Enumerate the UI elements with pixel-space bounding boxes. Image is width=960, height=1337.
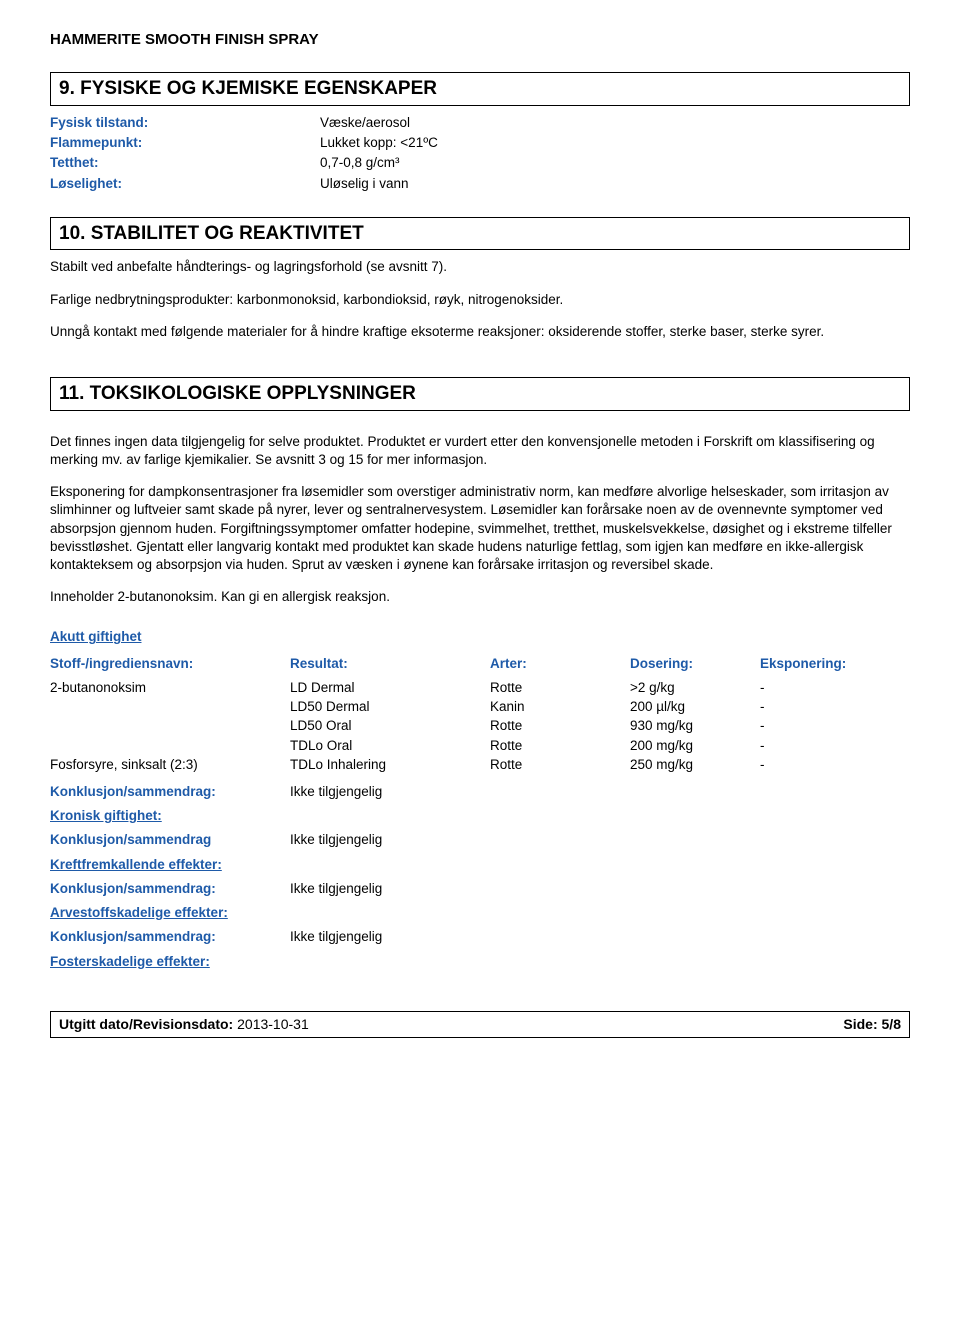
cell-dose: 200 µl/kg: [630, 698, 760, 716]
cell-result: LD50 Oral: [290, 717, 490, 735]
cell-exposure: -: [760, 698, 910, 716]
col-header-species: Arter:: [490, 655, 630, 673]
cell-name: 2-butanonoksim: [50, 679, 290, 697]
summary-row: Konklusjon/sammendrag:Ikke tilgjengelig: [50, 880, 910, 898]
cell-name: Fosforsyre, sinksalt (2:3): [50, 756, 290, 774]
cell-exposure: -: [760, 679, 910, 697]
section-10-heading: 10. STABILITET OG REAKTIVITET: [59, 221, 901, 247]
acute-toxicity-heading: Akutt giftighet: [50, 628, 910, 646]
summary-label: Konklusjon/sammendrag:: [50, 783, 290, 801]
summary-row: Kreftfremkallende effekter:: [50, 856, 910, 874]
cell-species: Rotte: [490, 679, 630, 697]
table-row: Fosforsyre, sinksalt (2:3)TDLo Inhalerin…: [50, 756, 910, 774]
kv-row: Flammepunkt: Lukket kopp: <21ºC: [50, 134, 910, 152]
cell-species: Kanin: [490, 698, 630, 716]
cell-result: TDLo Inhalering: [290, 756, 490, 774]
kv-value: Væske/aerosol: [320, 114, 410, 132]
cell-exposure: -: [760, 717, 910, 735]
toxicity-table-header: Stoff-/ingrediensnavn: Resultat: Arter: …: [50, 655, 910, 673]
kv-value: Uløselig i vann: [320, 175, 409, 193]
cell-name: [50, 717, 290, 735]
section-9-body: Fysisk tilstand: Væske/aerosol Flammepun…: [50, 114, 910, 193]
footer-date-label: Utgitt dato/Revisionsdato:: [59, 1016, 233, 1032]
summary-value: Ikke tilgjengelig: [290, 831, 382, 849]
cell-result: LD50 Dermal: [290, 698, 490, 716]
col-header-exposure: Eksponering:: [760, 655, 910, 673]
section-10-p1: Stabilt ved anbefalte håndterings- og la…: [50, 258, 910, 276]
cell-exposure: -: [760, 756, 910, 774]
summary-row: Kronisk giftighet:: [50, 807, 910, 825]
section-10-p2: Farlige nedbrytningsprodukter: karbonmon…: [50, 291, 910, 309]
summary-value: Ikke tilgjengelig: [290, 783, 382, 801]
summary-label: Konklusjon/sammendrag: [50, 831, 290, 849]
summary-label: Kronisk giftighet:: [50, 807, 290, 825]
toxicity-summaries: Konklusjon/sammendrag:Ikke tilgjengeligK…: [50, 783, 910, 971]
kv-label: Fysisk tilstand:: [50, 114, 320, 132]
kv-label: Løselighet:: [50, 175, 320, 193]
kv-label: Flammepunkt:: [50, 134, 320, 152]
cell-dose: 930 mg/kg: [630, 717, 760, 735]
kv-row: Fysisk tilstand: Væske/aerosol: [50, 114, 910, 132]
summary-value: Ikke tilgjengelig: [290, 880, 382, 898]
col-header-dose: Dosering:: [630, 655, 760, 673]
col-header-result: Resultat:: [290, 655, 490, 673]
toxicity-table-body: 2-butanonoksimLD DermalRotte>2 g/kg-LD50…: [50, 679, 910, 774]
summary-row: Arvestoffskadelige effekter:: [50, 904, 910, 922]
table-row: LD50 DermalKanin200 µl/kg-: [50, 698, 910, 716]
cell-species: Rotte: [490, 737, 630, 755]
cell-exposure: -: [760, 737, 910, 755]
section-11-p2: Eksponering for dampkonsentrasjoner fra …: [50, 483, 910, 574]
summary-label: Konklusjon/sammendrag:: [50, 880, 290, 898]
kv-label: Tetthet:: [50, 154, 320, 172]
kv-value: 0,7-0,8 g/cm³: [320, 154, 400, 172]
cell-name: [50, 698, 290, 716]
footer-left: Utgitt dato/Revisionsdato: 2013-10-31: [59, 1015, 309, 1034]
col-header-name: Stoff-/ingrediensnavn:: [50, 655, 290, 673]
section-11-heading: 11. TOKSIKOLOGISKE OPPLYSNINGER: [59, 381, 901, 407]
footer-page: Side: 5/8: [843, 1015, 901, 1034]
section-9-heading: 9. FYSISKE OG KJEMISKE EGENSKAPER: [59, 76, 901, 102]
section-11-p3: Inneholder 2-butanonoksim. Kan gi en all…: [50, 588, 910, 606]
summary-label: Arvestoffskadelige effekter:: [50, 904, 290, 922]
section-9-header: 9. FYSISKE OG KJEMISKE EGENSKAPER: [50, 72, 910, 106]
summary-label: Fosterskadelige effekter:: [50, 953, 290, 971]
section-10-header: 10. STABILITET OG REAKTIVITET: [50, 217, 910, 251]
footer-bar: Utgitt dato/Revisionsdato: 2013-10-31 Si…: [50, 1011, 910, 1038]
summary-row: Konklusjon/sammendragIkke tilgjengelig: [50, 831, 910, 849]
cell-result: TDLo Oral: [290, 737, 490, 755]
section-11-header: 11. TOKSIKOLOGISKE OPPLYSNINGER: [50, 377, 910, 411]
cell-species: Rotte: [490, 756, 630, 774]
cell-dose: >2 g/kg: [630, 679, 760, 697]
summary-row: Fosterskadelige effekter:: [50, 953, 910, 971]
table-row: TDLo OralRotte200 mg/kg-: [50, 737, 910, 755]
summary-row: Konklusjon/sammendrag:Ikke tilgjengelig: [50, 783, 910, 801]
cell-dose: 200 mg/kg: [630, 737, 760, 755]
table-row: 2-butanonoksimLD DermalRotte>2 g/kg-: [50, 679, 910, 697]
kv-row: Løselighet: Uløselig i vann: [50, 175, 910, 193]
cell-dose: 250 mg/kg: [630, 756, 760, 774]
kv-value: Lukket kopp: <21ºC: [320, 134, 438, 152]
cell-name: [50, 737, 290, 755]
summary-row: Konklusjon/sammendrag:Ikke tilgjengelig: [50, 928, 910, 946]
table-row: LD50 OralRotte930 mg/kg-: [50, 717, 910, 735]
product-title: HAMMERITE SMOOTH FINISH SPRAY: [50, 30, 910, 50]
summary-value: Ikke tilgjengelig: [290, 928, 382, 946]
section-11-p1: Det finnes ingen data tilgjengelig for s…: [50, 433, 910, 469]
section-10-p3: Unngå kontakt med følgende materialer fo…: [50, 323, 910, 341]
summary-label: Kreftfremkallende effekter:: [50, 856, 290, 874]
cell-species: Rotte: [490, 717, 630, 735]
summary-label: Konklusjon/sammendrag:: [50, 928, 290, 946]
cell-result: LD Dermal: [290, 679, 490, 697]
footer-date: 2013-10-31: [237, 1016, 309, 1032]
kv-row: Tetthet: 0,7-0,8 g/cm³: [50, 154, 910, 172]
